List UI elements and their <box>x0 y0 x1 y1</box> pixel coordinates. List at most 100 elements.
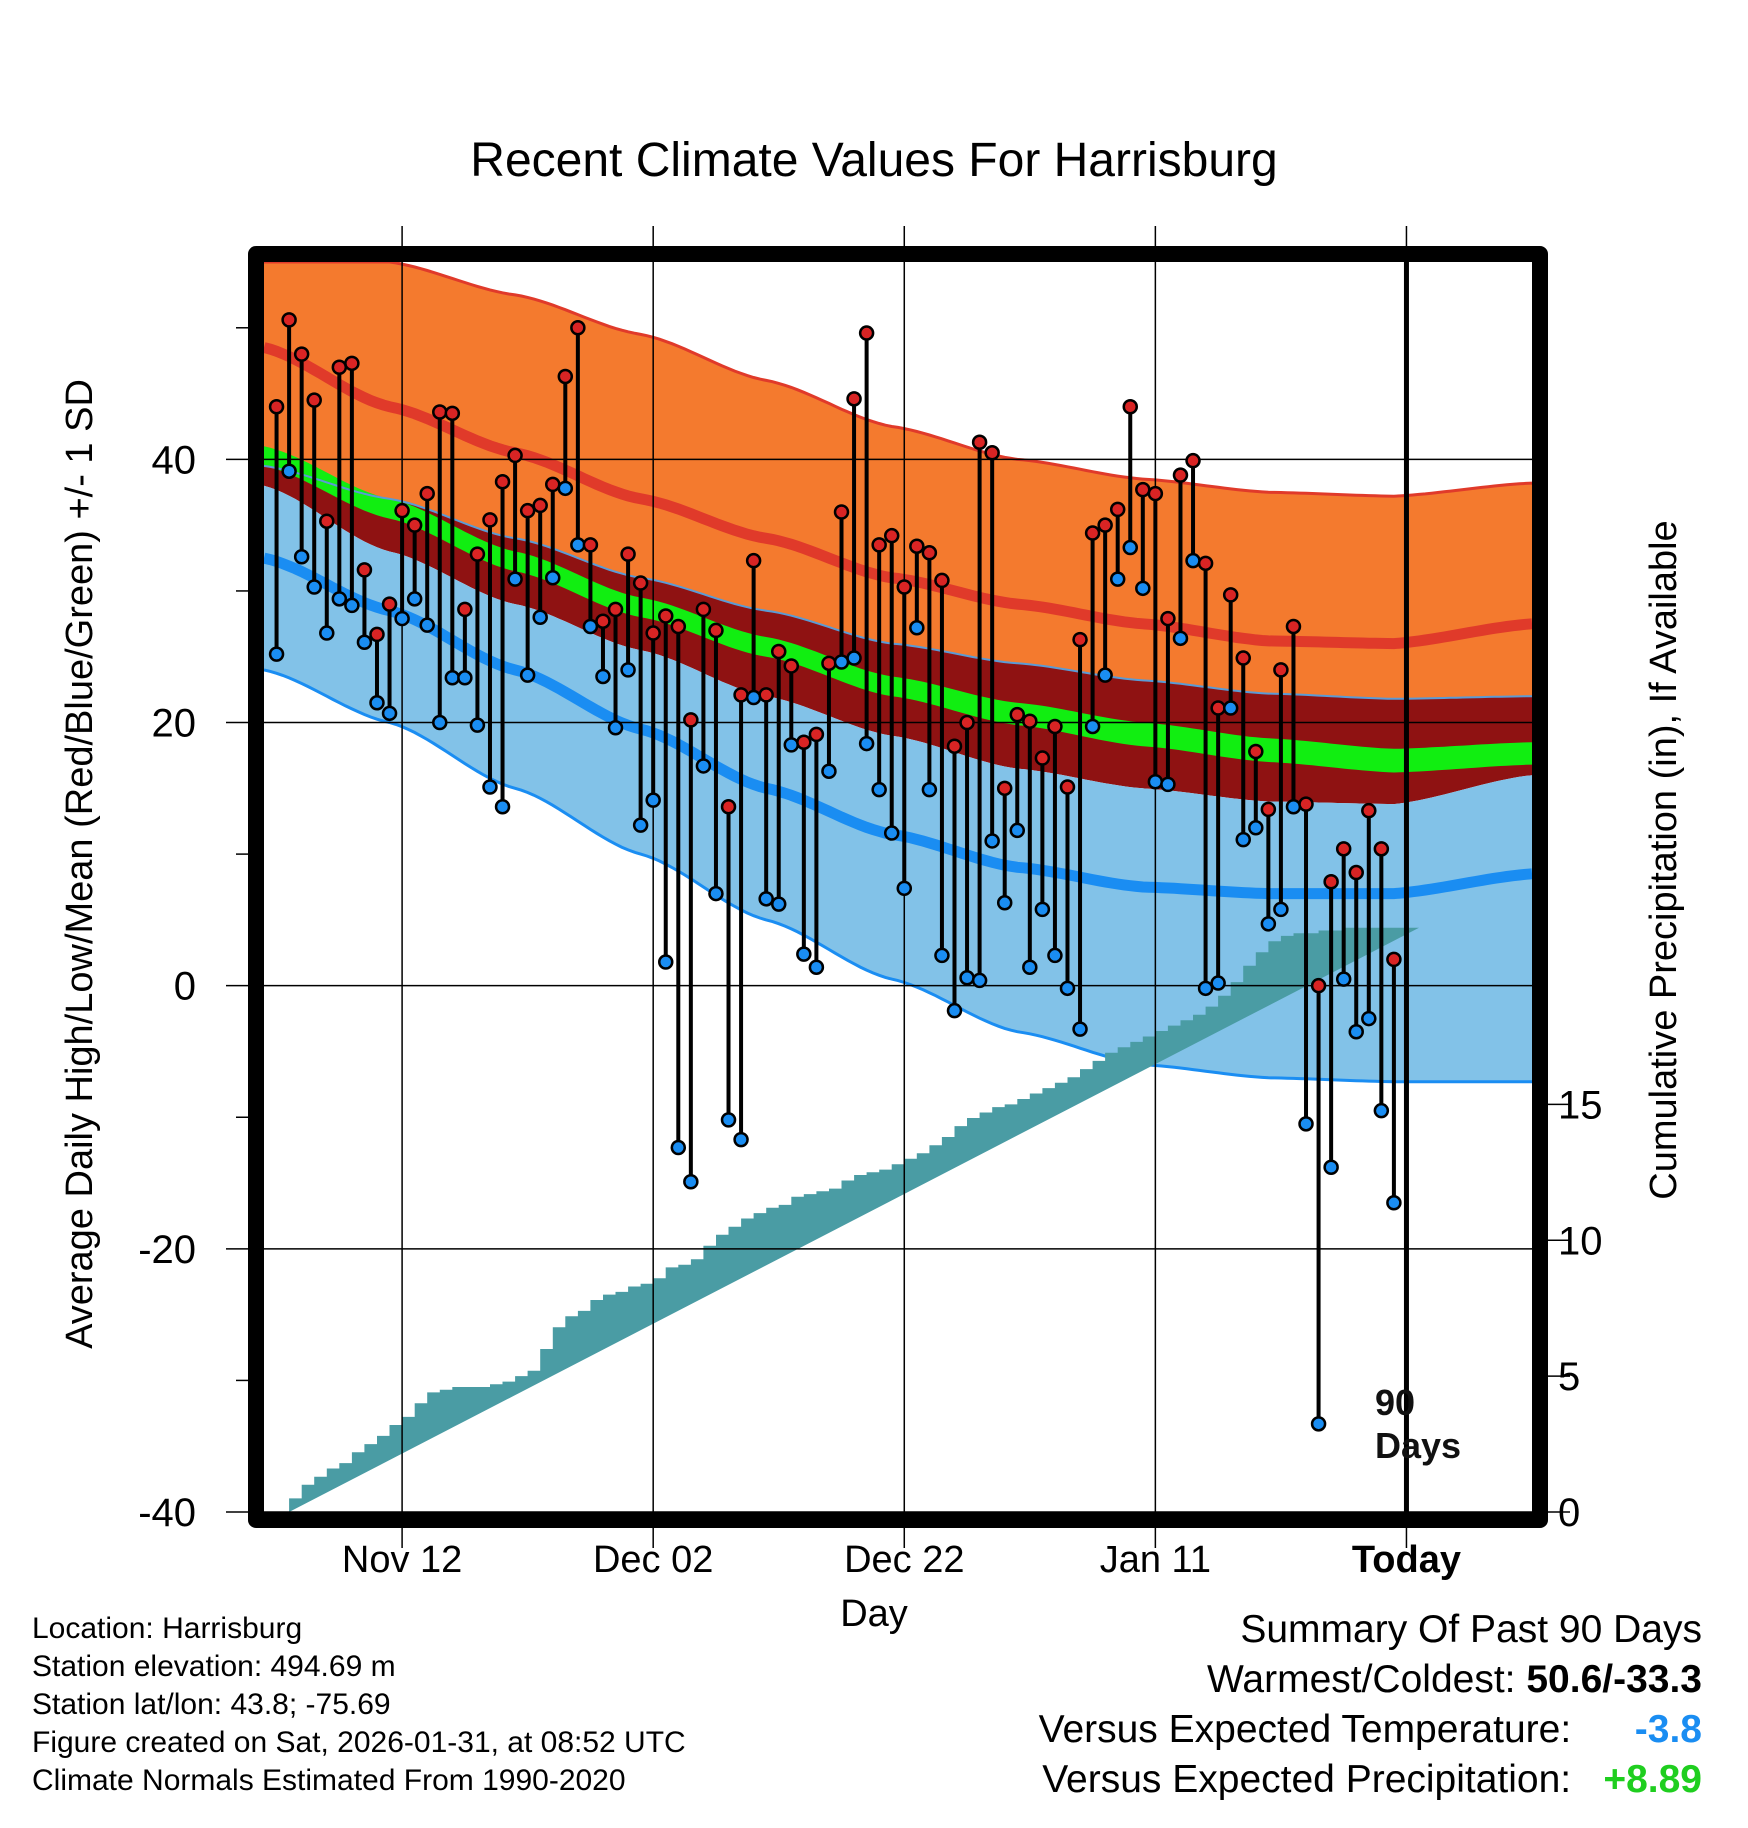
daily-high-point <box>293 346 310 362</box>
daily-high-point <box>1361 802 1377 819</box>
normal-bands <box>262 260 1533 1084</box>
daily-high-point <box>783 658 800 674</box>
daily-high-point <box>770 643 787 660</box>
daily-low-point <box>996 895 1013 911</box>
daily-low-point <box>896 880 913 897</box>
daily-high-point <box>1135 481 1151 498</box>
y2-tick-label: 10 <box>1558 1219 1603 1263</box>
daily-low-point <box>1122 539 1139 556</box>
daily-low-point <box>909 620 925 636</box>
y-tick-label: 20 <box>152 702 197 746</box>
daily-low-point <box>720 1112 737 1128</box>
daily-low-point <box>381 705 398 722</box>
warmest-coldest-value: 50.6/-33.3 <box>1526 1658 1702 1701</box>
daily-high-point <box>683 712 699 728</box>
daily-low-point <box>1185 552 1201 569</box>
daily-high-point <box>519 502 536 519</box>
high-sd-band <box>264 465 1532 805</box>
daily-low-point <box>1147 773 1164 790</box>
daily-high-point <box>268 398 285 415</box>
daily-low-point <box>607 720 624 736</box>
daily-low-point <box>293 548 310 565</box>
today-annotation-days: 90 <box>1375 1382 1415 1423</box>
daily-low-point <box>921 781 938 798</box>
daily-low-point <box>1197 980 1214 997</box>
daily-high-point <box>595 613 611 629</box>
daily-high-point <box>695 601 712 618</box>
today-annotation-unit: Days <box>1375 1425 1461 1466</box>
daily-low-point <box>1285 798 1302 815</box>
y-axis-label: Average Daily High/Low/Mean (Red/Blue/Gr… <box>59 379 101 1349</box>
daily-low-point <box>645 792 661 808</box>
y2-axis-label: Cumulative Precipitation (in), If Availa… <box>1643 520 1685 1199</box>
y2-tick-label: 0 <box>1558 1491 1580 1535</box>
high-mean-line <box>263 464 1533 700</box>
y-tick-label: 0 <box>174 965 196 1009</box>
daily-low-point <box>745 689 762 706</box>
daily-high-point <box>394 502 410 519</box>
low-sd-band <box>264 485 1532 1082</box>
plot-frame <box>248 246 1548 1528</box>
y2-tick-label: 5 <box>1558 1355 1580 1399</box>
daily-high-point <box>1373 841 1390 857</box>
daily-high-point <box>821 655 837 672</box>
daily-high-point <box>632 575 649 591</box>
station-info: Location: Harrisburg Station elevation: … <box>32 1610 686 1800</box>
daily-low-point <box>808 959 825 976</box>
daily-high-point <box>432 404 448 420</box>
daily-low-point <box>507 571 523 587</box>
daily-low-point <box>1084 718 1101 735</box>
daily-high-point <box>319 513 335 529</box>
daily-high-point <box>1273 662 1289 678</box>
daily-low-point <box>758 891 774 907</box>
daily-high-point <box>1210 700 1226 716</box>
daily-high-point <box>1122 398 1139 415</box>
daily-high-point <box>946 738 963 754</box>
warmest-coldest-row: Warmest/Coldest: 50.6/-33.3 <box>1039 1655 1702 1705</box>
daily-high-point <box>1335 841 1352 857</box>
daily-high-point <box>1260 801 1277 818</box>
summary-title: Summary Of Past 90 Days <box>1240 1608 1702 1651</box>
daily-low-point <box>444 670 461 686</box>
daily-high-point <box>281 312 297 328</box>
daily-low-point <box>419 617 435 633</box>
daily-low-point <box>1047 947 1063 964</box>
x-tick-label: Dec 22 <box>844 1539 964 1581</box>
daily-low-point <box>519 667 536 683</box>
daily-high-point <box>745 552 762 569</box>
daily-high-point <box>1197 555 1214 572</box>
daily-high-point <box>959 714 975 731</box>
daily-low-point <box>783 737 800 753</box>
daily-low-point <box>984 833 1000 849</box>
daily-low-point <box>946 1002 963 1019</box>
daily-low-point <box>1323 1159 1339 1176</box>
daily-high-point <box>896 579 913 595</box>
daily-high-point <box>1386 951 1402 968</box>
daily-low-point <box>557 480 574 497</box>
daily-high-point <box>607 601 624 618</box>
daily-low-point <box>770 896 787 912</box>
daily-high-point <box>1147 485 1164 502</box>
daily-low-point <box>582 618 599 635</box>
daily-low-point <box>369 695 385 711</box>
daily-low-point <box>1034 901 1051 918</box>
daily-low-point <box>1248 820 1264 836</box>
daily-low-point <box>971 972 988 989</box>
daily-high-point <box>331 359 348 376</box>
temperature-anomaly-label: Versus Expected Temperature: <box>1038 1708 1572 1751</box>
daily-low-point <box>570 537 586 553</box>
daily-high-point <box>381 596 398 612</box>
temperature-anomaly-value: -3.8 <box>1634 1708 1702 1751</box>
daily-low-point <box>356 634 373 651</box>
daily-low-point <box>482 779 498 795</box>
daily-high-point <box>833 504 850 520</box>
daily-high-point <box>984 445 1000 461</box>
daily-high-point <box>733 687 749 703</box>
daily-high-point <box>356 562 373 578</box>
daily-high-point <box>620 546 636 562</box>
temperature-anomaly-row: Versus Expected Temperature: -3.8 <box>1039 1705 1702 1755</box>
daily-high-point <box>482 512 498 528</box>
daily-high-point <box>457 601 473 618</box>
daily-low-point <box>1335 971 1352 987</box>
y-tick-label: -20 <box>138 1228 196 1272</box>
